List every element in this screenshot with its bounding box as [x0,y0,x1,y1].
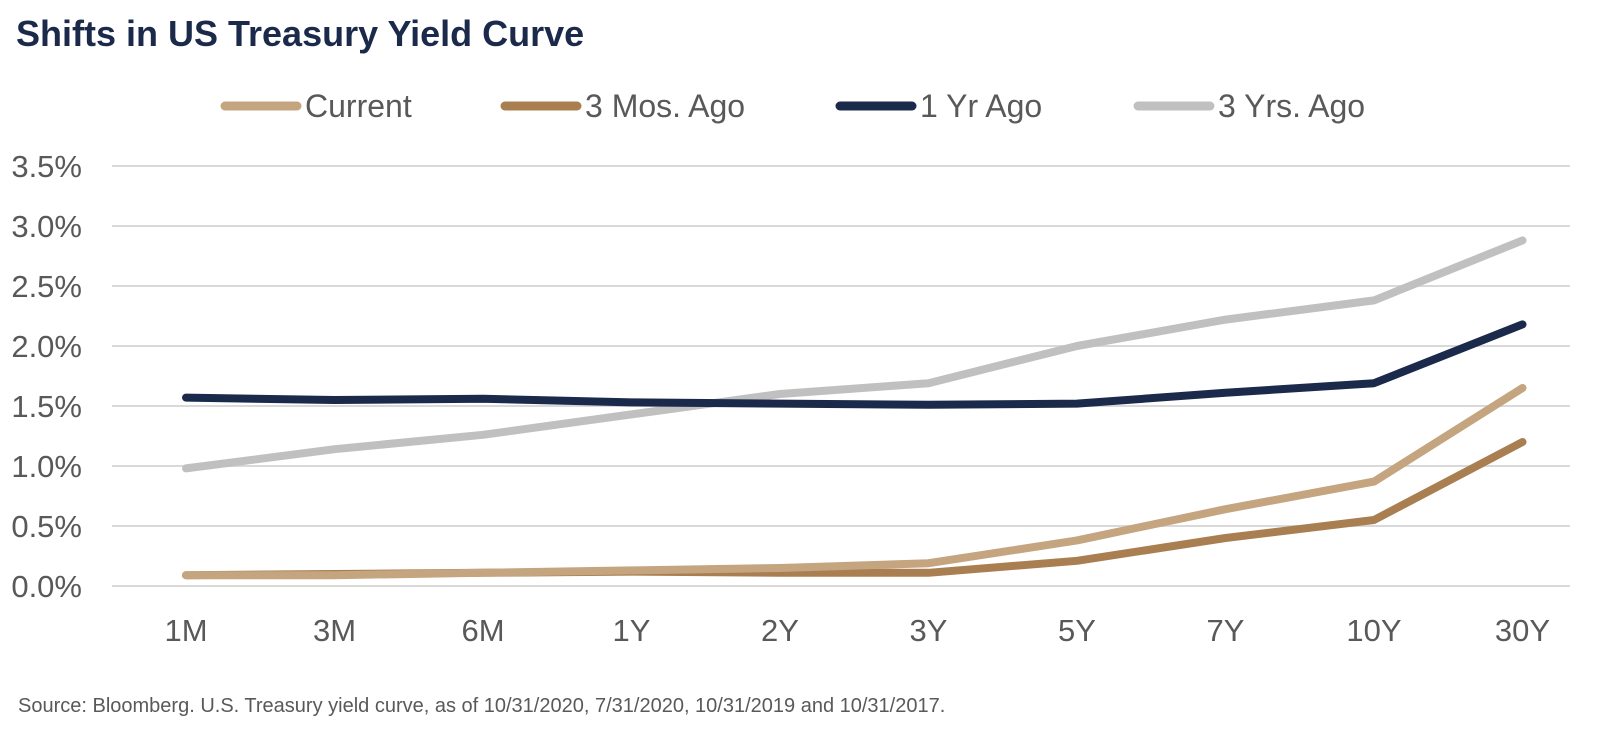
legend-label: 3 Yrs. Ago [1218,88,1365,124]
gridlines [112,165,1570,587]
legend-label: 3 Mos. Ago [585,88,745,124]
y-tick-label: 3.5% [11,149,82,184]
series-line [182,320,1527,409]
x-tick-label: 10Y [1346,613,1401,648]
x-tick-label: 30Y [1495,613,1550,648]
chart-legend: Current 3 Mos. Ago 1 Yr Ago 3 Yrs. Ago [220,88,1365,124]
y-axis-tick-labels: 0.0% 0.5% 1.0% 1.5% 2.0% 2.5% 3.0% 3.5% [11,149,82,604]
x-tick-label: 1Y [613,613,651,648]
series-line [182,384,1527,580]
x-tick-label: 5Y [1058,613,1096,648]
y-tick-label: 0.0% [11,569,82,604]
y-tick-label: 2.0% [11,329,82,364]
x-tick-label: 3Y [910,613,948,648]
y-tick-label: 0.5% [11,509,82,544]
chart-title: Shifts in US Treasury Yield Curve [16,13,584,54]
x-tick-label: 2Y [761,613,799,648]
legend-label: 1 Yr Ago [920,88,1042,124]
x-tick-label: 7Y [1207,613,1245,648]
y-tick-label: 1.5% [11,389,82,424]
x-tick-label: 3M [313,613,356,648]
y-tick-label: 2.5% [11,269,82,304]
series-line [182,438,1527,580]
x-tick-label: 6M [461,613,504,648]
x-tick-label: 1M [164,613,207,648]
legend-label: Current [305,88,412,124]
y-tick-label: 1.0% [11,449,82,484]
x-axis-tick-labels: 1M 3M 6M 1Y 2Y 3Y 5Y 7Y 10Y 30Y [164,613,1550,648]
series-lines [182,236,1527,580]
series-line [182,236,1527,473]
source-note: Source: Bloomberg. U.S. Treasury yield c… [18,695,945,717]
y-tick-label: 3.0% [11,209,82,244]
